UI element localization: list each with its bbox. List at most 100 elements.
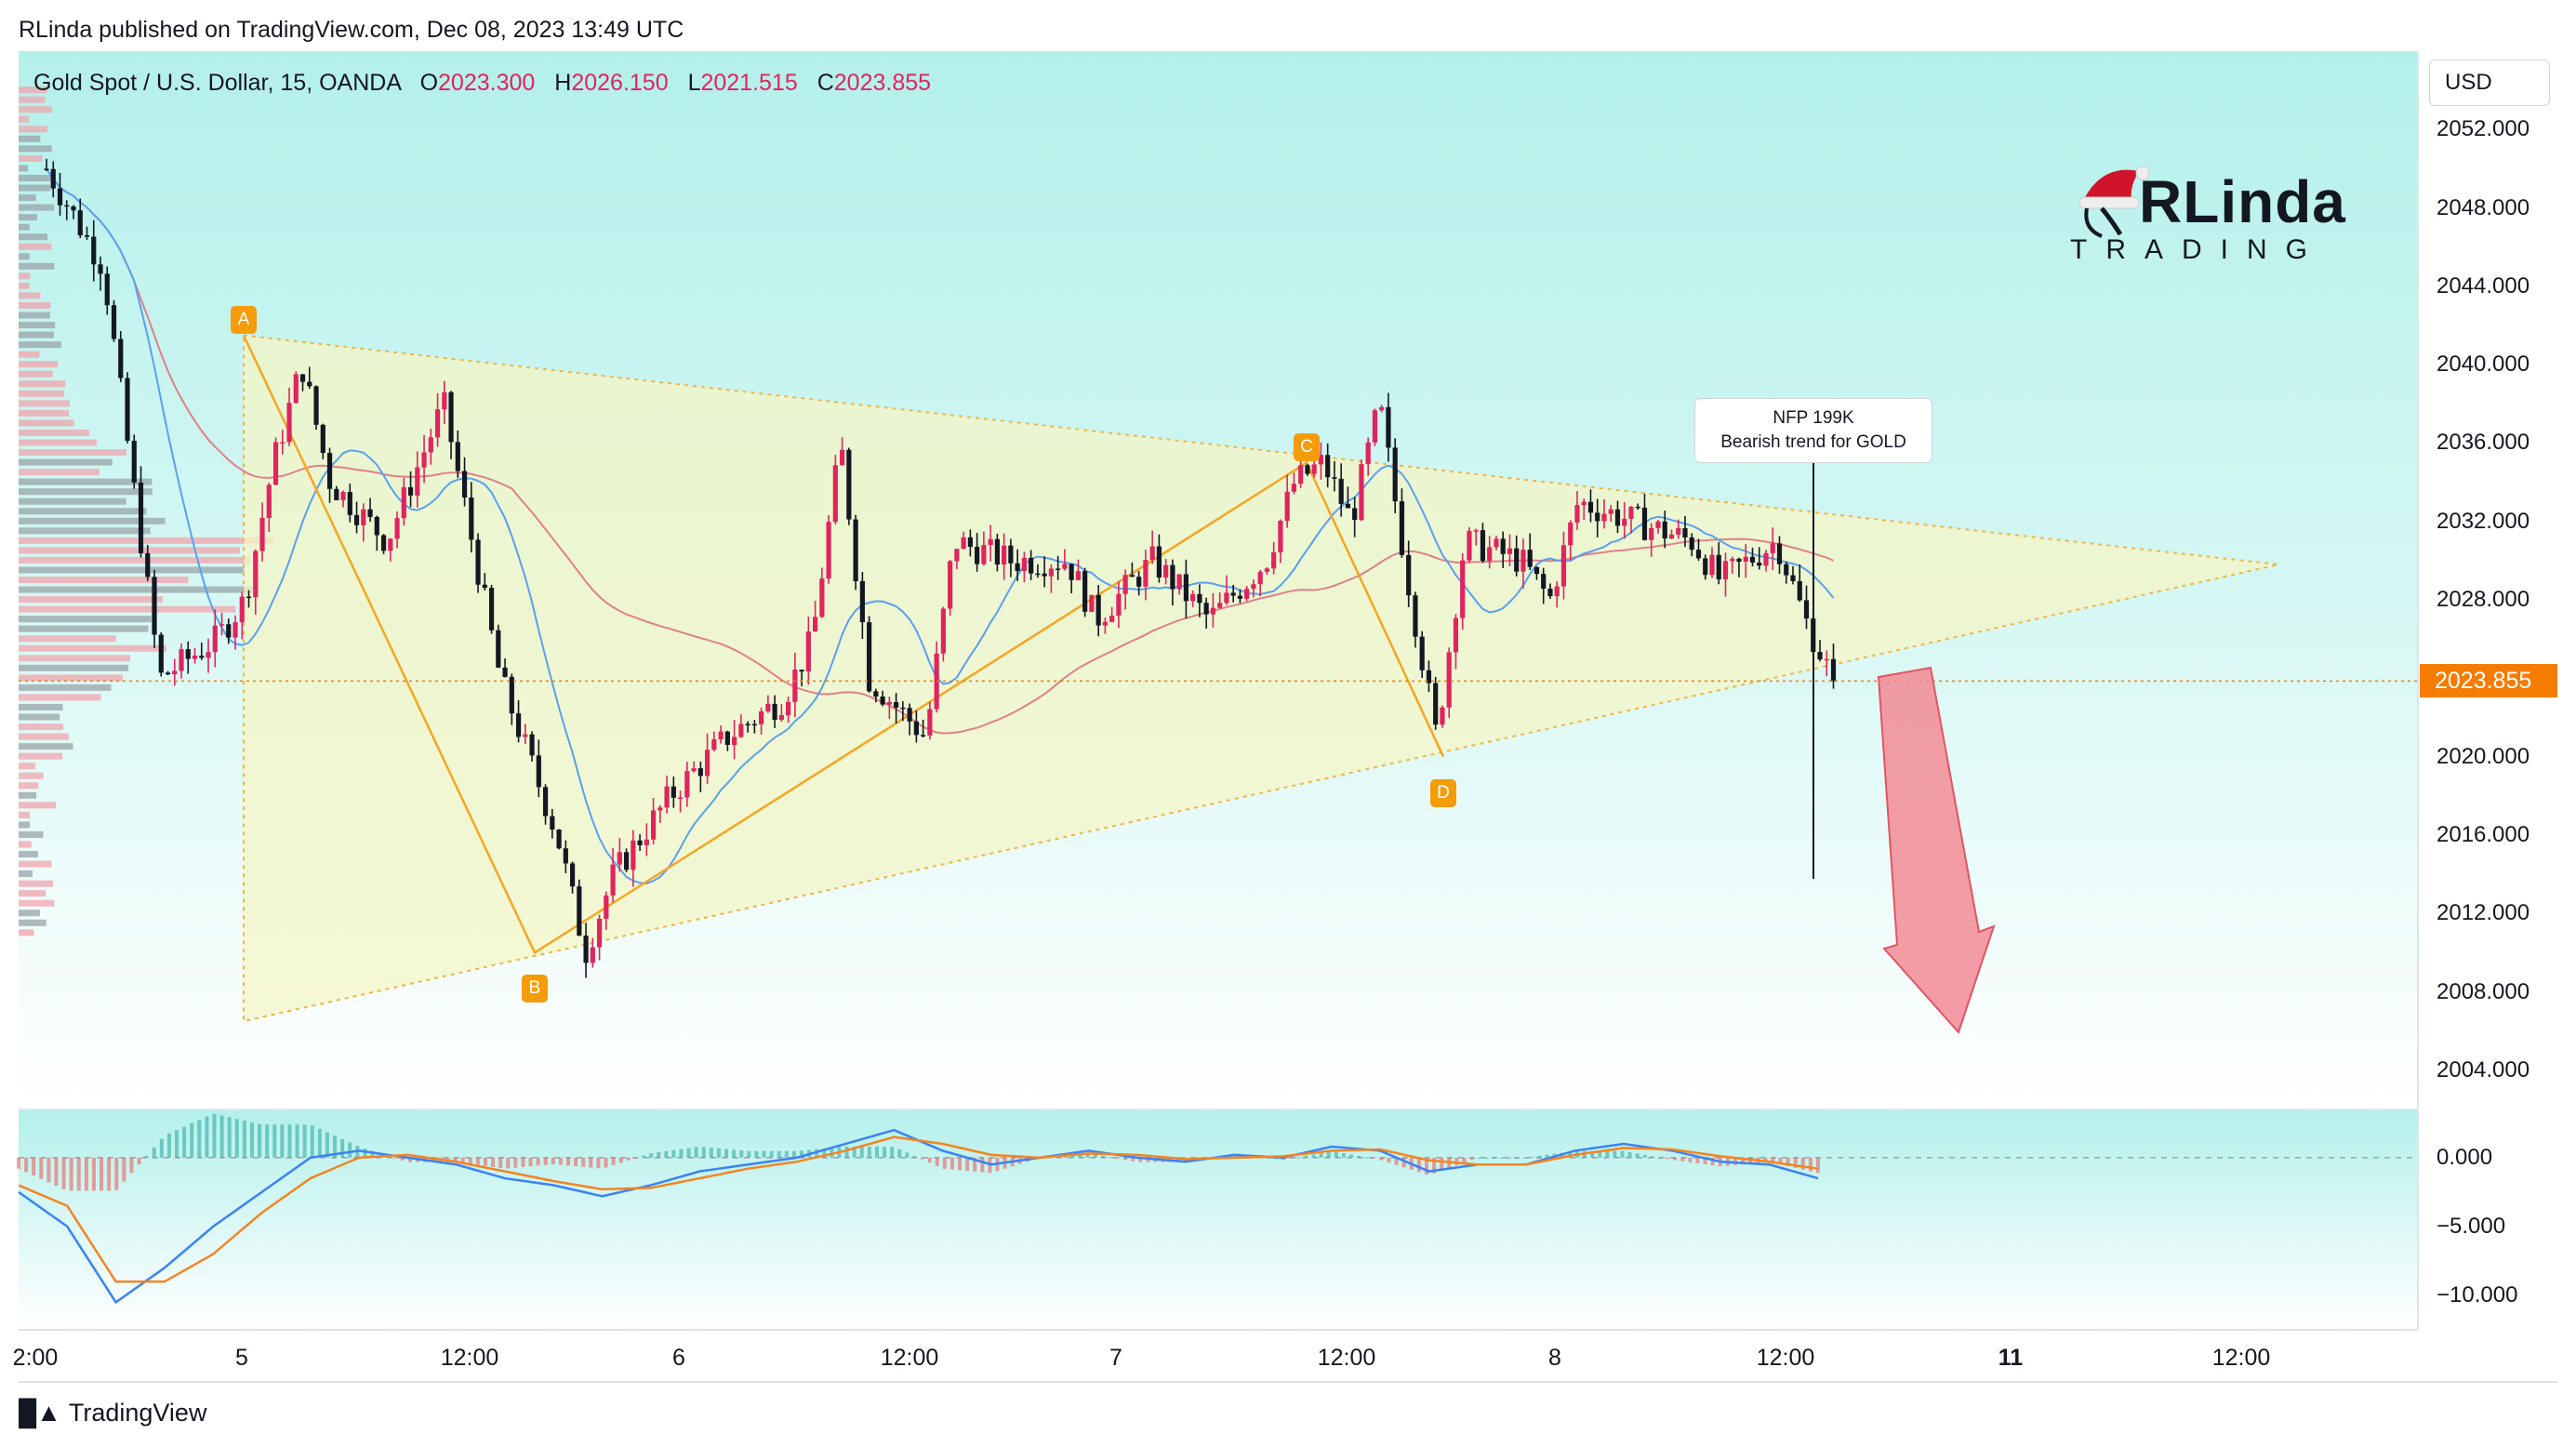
candle-body xyxy=(219,624,225,626)
macd-hist-bar xyxy=(431,1157,435,1162)
macd-hist-bar xyxy=(325,1132,329,1158)
candle-body xyxy=(1311,464,1317,474)
candle-body xyxy=(1520,550,1526,572)
candle-body xyxy=(461,471,468,498)
candle-body xyxy=(44,168,49,170)
candle-body xyxy=(1062,564,1068,569)
macd-hist-bar xyxy=(1341,1153,1346,1158)
candle-body xyxy=(1325,455,1331,478)
volume-profile-bar xyxy=(19,400,70,407)
candle-body xyxy=(1500,538,1506,554)
macd-hist-bar xyxy=(1334,1151,1338,1158)
candle-body xyxy=(111,305,117,339)
open-key: O xyxy=(419,70,439,96)
candle-body xyxy=(1230,592,1236,596)
candle-body xyxy=(765,703,771,711)
candle-body xyxy=(1237,595,1243,599)
macd-hist-bar xyxy=(822,1148,827,1158)
candle-body xyxy=(380,535,387,551)
candle-body xyxy=(1203,603,1209,615)
annotation-callout[interactable]: NFP 199K Bearish trend for GOLD xyxy=(1694,398,1932,463)
candle-body xyxy=(286,403,292,443)
macd-hist-bar xyxy=(1507,1157,1512,1159)
macd-hist-bar xyxy=(1492,1157,1496,1159)
macd-hist-bar xyxy=(1793,1157,1798,1168)
macd-hist-bar xyxy=(852,1146,856,1158)
macd-hist-bar xyxy=(686,1148,691,1158)
macd-hist-bar xyxy=(159,1138,164,1158)
candle-body xyxy=(259,517,265,551)
candle-body xyxy=(1021,557,1027,572)
candle-body xyxy=(334,488,339,500)
macd-hist-bar xyxy=(483,1157,487,1166)
macd-hist-bar xyxy=(69,1157,73,1191)
macd-hist-bar xyxy=(784,1150,789,1158)
candle-body xyxy=(502,667,508,677)
candle-body xyxy=(846,449,852,520)
candle-body xyxy=(873,691,879,697)
candle-body xyxy=(1682,527,1688,538)
volume-profile-bar xyxy=(19,635,116,643)
macd-hist-bar xyxy=(973,1157,977,1172)
macd-hist-bar xyxy=(1401,1157,1406,1168)
candle-body xyxy=(1305,465,1310,474)
candle-body xyxy=(684,771,690,798)
macd-hist-bar xyxy=(475,1157,480,1165)
candle-body xyxy=(361,509,366,525)
volume-profile-bar xyxy=(19,644,166,652)
volume-profile-bar xyxy=(19,566,246,574)
price-tick-label: 2012.000 xyxy=(2437,900,2530,926)
macd-hist-bar xyxy=(1598,1150,1602,1158)
volume-profile-bar xyxy=(19,429,89,436)
tradingview-brand[interactable]: █▲ TradingView xyxy=(19,1399,206,1427)
candle-body xyxy=(631,840,636,870)
candle-body xyxy=(1332,477,1337,479)
candle-body xyxy=(1770,543,1775,553)
volume-profile-bar xyxy=(19,312,50,319)
macd-hist-bar xyxy=(39,1157,44,1179)
currency-button[interactable]: USD xyxy=(2429,60,2550,106)
volume-profile-bar xyxy=(19,851,38,858)
candle-body xyxy=(1143,560,1149,587)
macd-hist-bar xyxy=(551,1157,555,1164)
candle-body xyxy=(313,386,319,425)
volume-profile-bar xyxy=(19,929,34,936)
candle-body xyxy=(299,374,306,382)
macd-hist-bar xyxy=(1349,1154,1354,1158)
time-tick-label: 12:00 xyxy=(2211,1345,2271,1371)
candle-body xyxy=(1554,586,1560,597)
volume-profile-bar xyxy=(19,301,51,309)
candle-body xyxy=(1372,410,1378,443)
macd-hist-bar xyxy=(182,1126,187,1158)
macd-hist-bar xyxy=(1484,1157,1489,1159)
candle-body xyxy=(1730,558,1735,562)
macd-hist-bar xyxy=(1733,1157,1737,1165)
candle-body xyxy=(434,409,441,438)
price-tick-label: 2048.000 xyxy=(2437,194,2530,220)
macd-hist-bar xyxy=(1146,1157,1150,1162)
volume-profile-bar xyxy=(19,361,59,368)
volume-profile-bar xyxy=(19,380,66,388)
macd-hist-bar xyxy=(1304,1155,1308,1158)
macd-hist-bar xyxy=(1364,1157,1369,1159)
close-key: C xyxy=(817,70,834,96)
candle-body xyxy=(1587,501,1594,513)
macd-hist-bar xyxy=(453,1157,458,1162)
open-value: 2023.300 xyxy=(438,70,536,96)
symbol-title[interactable]: Gold Spot / U.S. Dollar, 15, OANDA xyxy=(33,70,401,96)
volume-profile-bar xyxy=(19,439,97,446)
candle-body xyxy=(975,546,980,564)
macd-hist-bar xyxy=(1786,1157,1790,1167)
macd-hist-bar xyxy=(626,1157,631,1161)
logo-brand: RLinda xyxy=(2139,168,2346,235)
volume-profile-bar xyxy=(19,830,44,838)
volume-profile-bar xyxy=(19,616,152,623)
macd-hist-bar xyxy=(581,1157,586,1167)
candle-body xyxy=(805,631,811,672)
macd-hist-bar xyxy=(91,1157,96,1191)
candle-body xyxy=(1784,564,1789,576)
macd-hist-bar xyxy=(1108,1157,1112,1159)
moving-average-slow xyxy=(46,168,1834,735)
candle-body xyxy=(57,188,63,206)
